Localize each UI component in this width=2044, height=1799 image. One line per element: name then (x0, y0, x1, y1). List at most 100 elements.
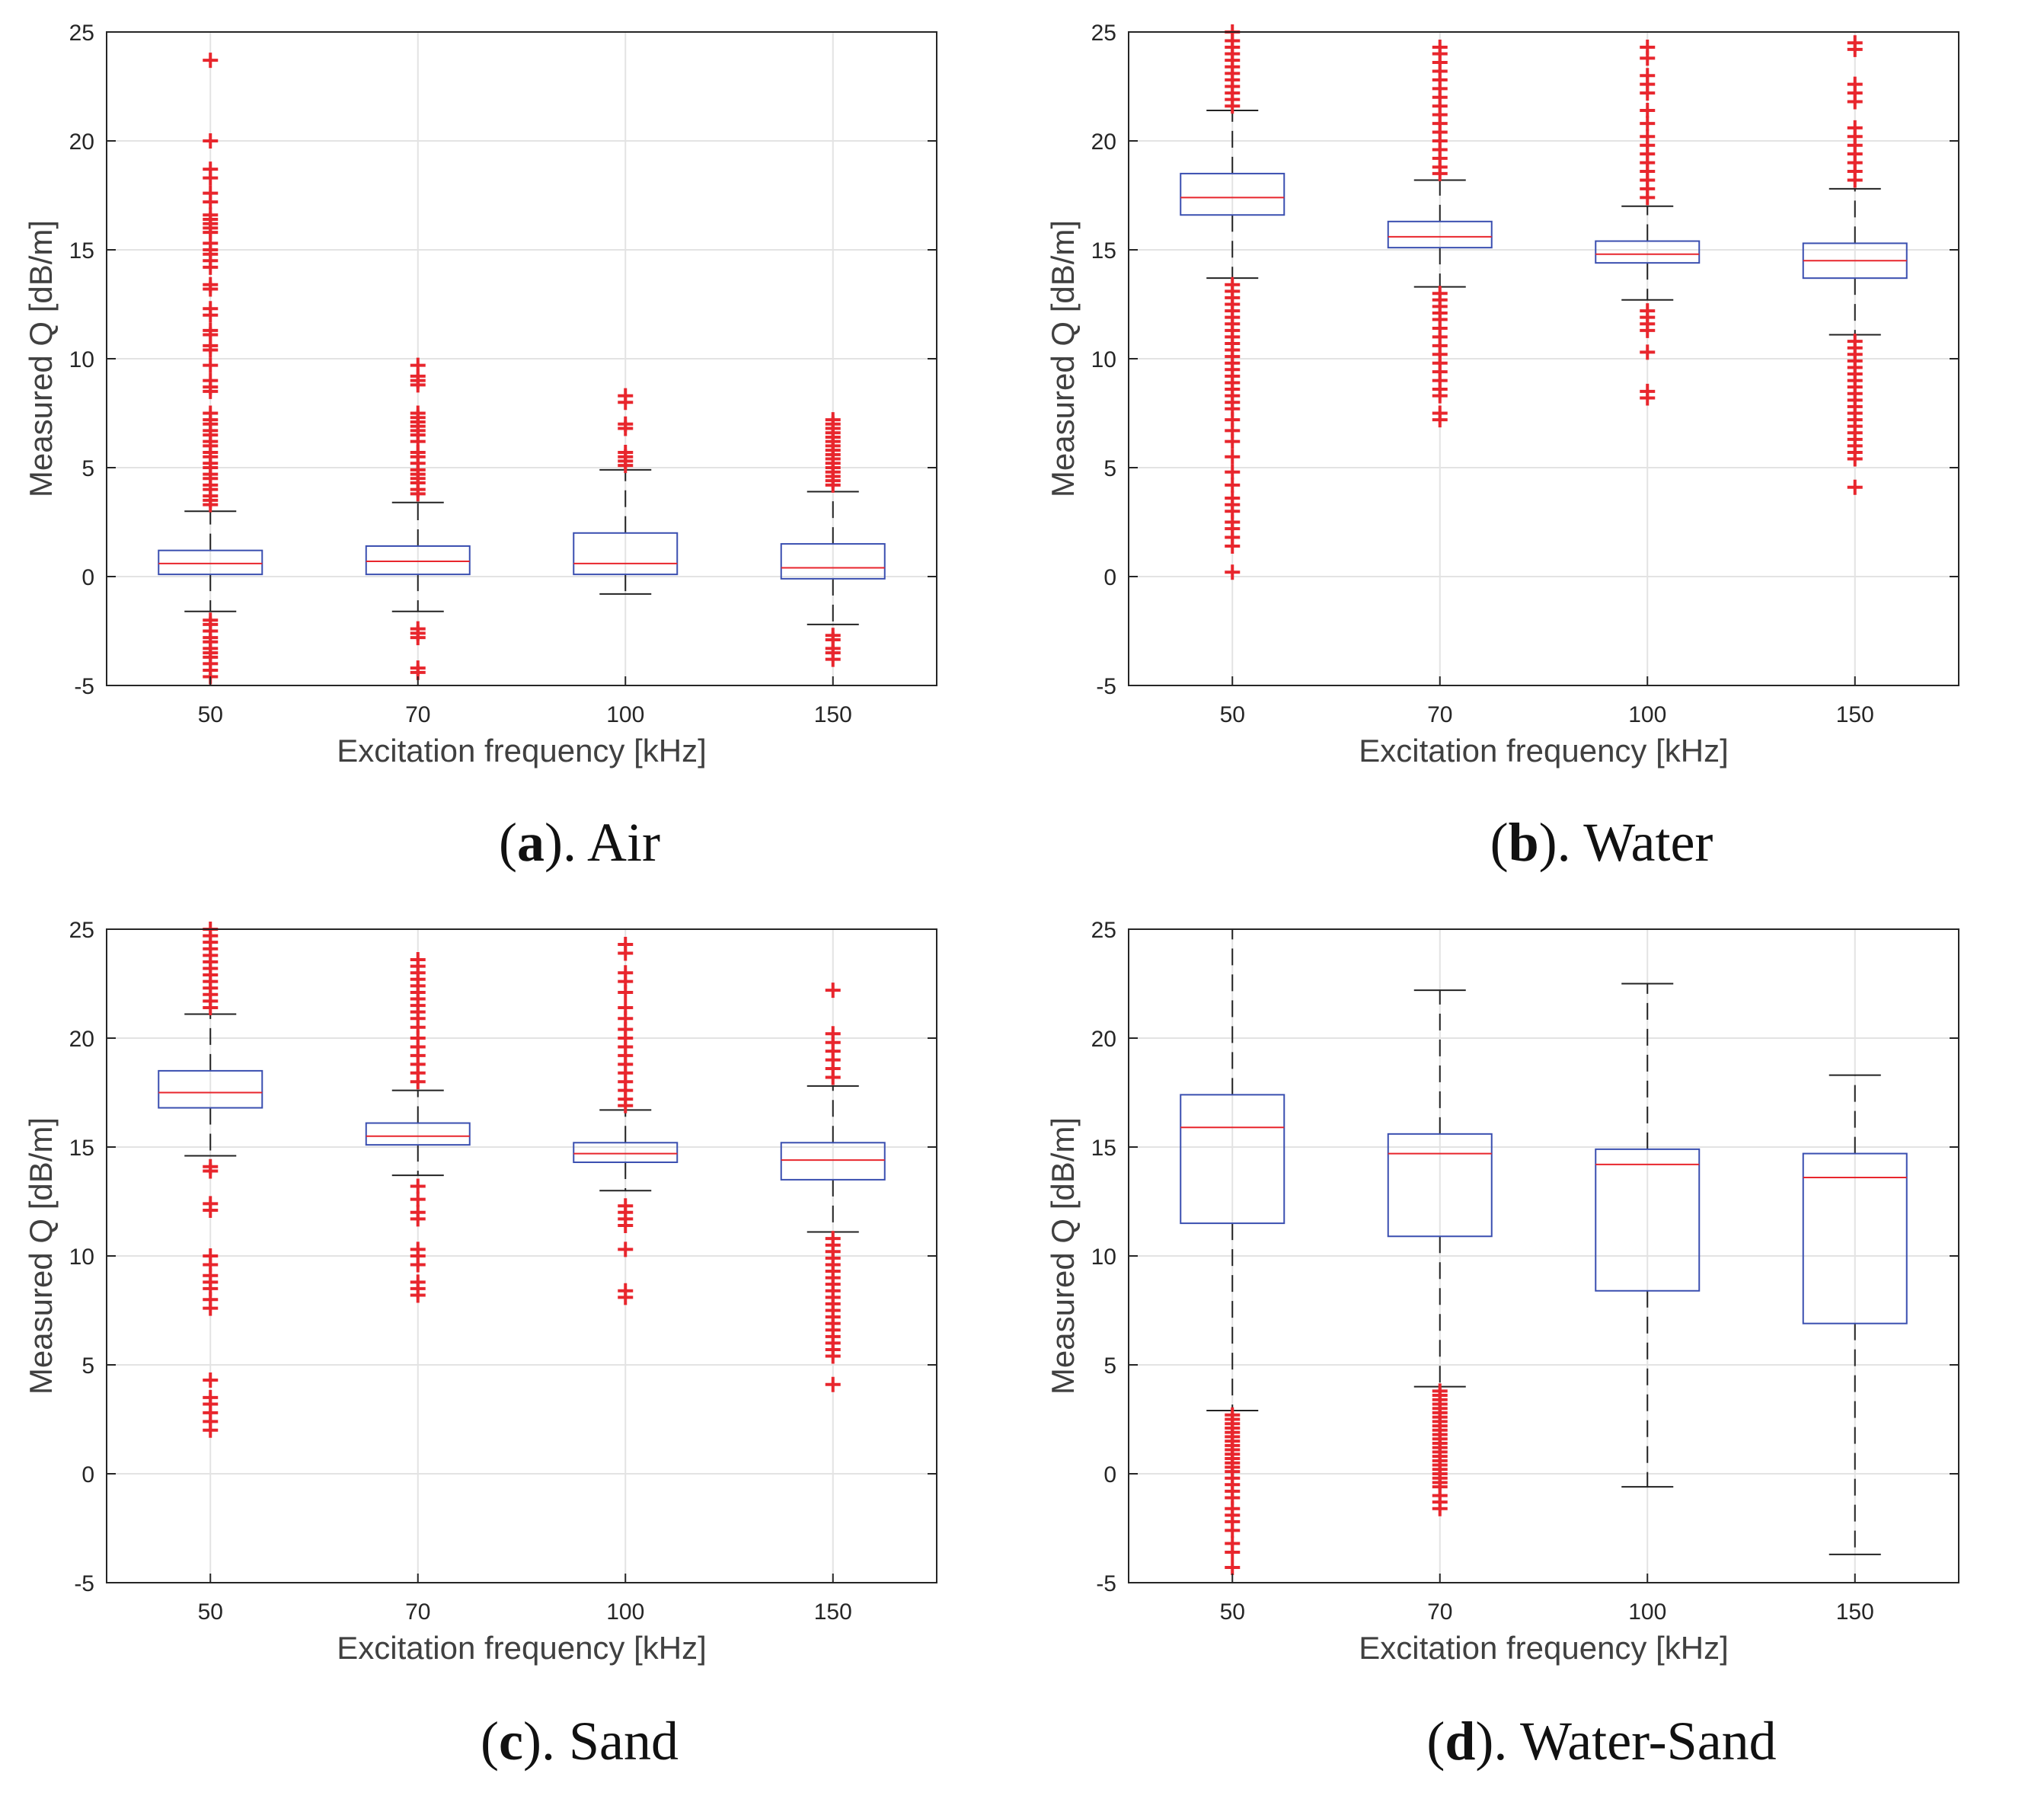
outlier-point (410, 1257, 426, 1273)
box-group-150 (1802, 35, 1908, 495)
outlier-point (1225, 98, 1241, 114)
y-axis-label: Measured Q [dB/m] (1045, 1117, 1081, 1395)
outlier-point (410, 1074, 426, 1090)
x-tick-label: 100 (1628, 702, 1666, 727)
outlier-point (410, 1287, 426, 1303)
outlier-point (1432, 388, 1448, 404)
iqr-box (1180, 172, 1285, 216)
outlier-point (1847, 41, 1863, 57)
y-tick-label: 10 (69, 347, 94, 372)
y-tick-label: 15 (1091, 238, 1116, 264)
outlier-point (203, 281, 219, 297)
box-group-100 (1595, 983, 1701, 1488)
x-axis-label: Excitation frequency [kHz] (337, 733, 707, 768)
iqr-box (1802, 1152, 1908, 1324)
outlier-point (203, 133, 219, 149)
outlier-point (618, 984, 634, 1000)
outlier-point (1640, 390, 1656, 406)
caption-d: (d). Water-Sand (1091, 1710, 2044, 1773)
chart-water: -5 0 5 10 15 20 25 50 70 100 150 Excitation frequen… (1045, 21, 1959, 768)
caption-text: ). Water (1538, 812, 1713, 873)
outlier-point (1847, 172, 1863, 188)
outlier-point (203, 383, 219, 399)
x-axis-label: Excitation frequency [kHz] (337, 1630, 707, 1666)
outlier-point (203, 194, 219, 210)
caption-open: ( (499, 812, 517, 873)
caption-c: (c). Sand (69, 1710, 1091, 1773)
box-group-50 (158, 53, 263, 685)
outlier-point (410, 377, 426, 393)
outlier-point (203, 1300, 219, 1316)
box-group-70 (365, 952, 471, 1303)
outlier-point (618, 420, 634, 436)
x-tick-label: 50 (198, 702, 223, 727)
outlier-point (1225, 433, 1241, 449)
caption-letter: a (517, 812, 545, 873)
y-axis-label: Measured Q [dB/m] (23, 220, 59, 497)
y-tick-label: 10 (1091, 347, 1116, 372)
box-group-100 (1595, 40, 1701, 406)
outlier-point (1225, 564, 1241, 580)
outlier-point (1640, 50, 1656, 66)
y-tick-label: 5 (81, 1353, 94, 1379)
outlier-point (618, 945, 634, 961)
x-tick-label: 70 (405, 1599, 430, 1625)
outlier-point (1432, 1500, 1448, 1516)
x-tick-label: 50 (1220, 1599, 1245, 1625)
outlier-point (203, 342, 219, 358)
outlier-point (1640, 116, 1656, 132)
y-tick-label: 0 (81, 1462, 94, 1487)
chart-sand: -5 0 5 10 15 20 25 50 70 100 150 Excitation frequen… (23, 918, 937, 1666)
iqr-box (158, 1069, 263, 1109)
y-tick-label: 25 (69, 918, 94, 943)
y-tick-label: 15 (1091, 1136, 1116, 1161)
outlier-point (825, 1069, 841, 1085)
outlier-point (1847, 451, 1863, 467)
y-tick-label: 0 (1103, 1462, 1116, 1487)
box-group-150 (1802, 1074, 1908, 1555)
y-tick-label: 25 (69, 21, 94, 46)
y-tick-label: 5 (1103, 456, 1116, 481)
outlier-point (618, 458, 634, 474)
outlier-point (1225, 1559, 1241, 1575)
y-tick-label: 20 (69, 1027, 94, 1052)
y-tick-label: 15 (69, 1136, 94, 1161)
caption-a: (a). Air (69, 811, 1091, 874)
x-tick-label: 50 (1220, 702, 1245, 727)
box-group-50 (1180, 24, 1285, 580)
caption-text: ). Water-Sand (1475, 1711, 1777, 1772)
caption-open: ( (481, 1711, 500, 1772)
x-tick-label: 150 (814, 702, 852, 727)
x-tick-label: 70 (1427, 1599, 1452, 1625)
caption-letter: d (1445, 1711, 1476, 1772)
outlier-point (618, 1289, 634, 1305)
outlier-point (1432, 165, 1448, 181)
outlier-point (203, 1372, 219, 1388)
y-tick-label: 10 (1091, 1245, 1116, 1270)
panel-c: -5 0 5 10 15 20 25 50 70 100 150 Excitation frequen… (0, 897, 1022, 1795)
y-tick-label: 25 (1091, 21, 1116, 46)
x-tick-label: 50 (198, 1599, 223, 1625)
panel-b: -5 0 5 10 15 20 25 50 70 100 150 Excitation frequen… (1022, 0, 2044, 897)
x-tick-label: 150 (1836, 702, 1874, 727)
iqr-box (1180, 1094, 1285, 1225)
outlier-point (1640, 190, 1656, 206)
outlier-point (1847, 94, 1863, 110)
outlier-point (1432, 412, 1448, 428)
outlier-point (618, 395, 634, 411)
y-tick-label: 10 (69, 1245, 94, 1270)
caption-text: ). Sand (522, 1711, 679, 1772)
outlier-point (1847, 479, 1863, 495)
y-tick-label: 25 (1091, 918, 1116, 943)
chart-water-sand: -5 0 5 10 15 20 25 50 70 100 150 Excitation frequen… (1045, 918, 1959, 1666)
outlier-point (203, 999, 219, 1015)
box-group-100 (573, 388, 679, 595)
x-tick-label: 100 (606, 702, 644, 727)
x-tick-label: 70 (1427, 702, 1452, 727)
outlier-point (825, 1348, 841, 1364)
outlier-point (203, 170, 219, 186)
y-tick-label: -5 (74, 1571, 94, 1596)
y-tick-label: -5 (74, 674, 94, 699)
outlier-point (1640, 322, 1656, 338)
